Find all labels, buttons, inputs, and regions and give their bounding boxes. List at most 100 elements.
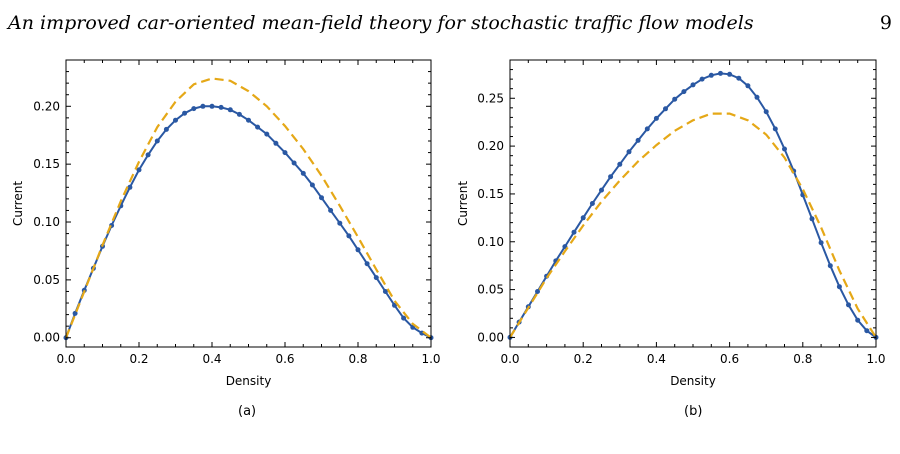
x-axis-label-a: Density xyxy=(226,374,272,388)
simulation-point-b xyxy=(617,161,623,167)
simulation-point-b xyxy=(782,146,787,152)
simulation-point-a xyxy=(373,275,379,281)
y-tick-label-a: 0.00 xyxy=(33,331,60,345)
y-tick-label-b: 0.20 xyxy=(477,139,504,153)
simulation-curve-b xyxy=(509,72,877,339)
simulation-point-a xyxy=(227,107,233,113)
x-tick-label-a: 1.0 xyxy=(421,352,440,366)
simulation-point-a xyxy=(346,233,352,239)
simulation-point-b xyxy=(727,71,733,77)
x-tick-label-a: 0.0 xyxy=(56,352,75,366)
subfigure-caption-b: (b) xyxy=(684,404,703,419)
x-tick-label-a: 0.2 xyxy=(129,352,148,366)
simulation-point-b xyxy=(535,289,540,294)
simulation-point-a xyxy=(382,289,388,294)
simulation-point-b xyxy=(745,83,751,89)
simulation-point-b xyxy=(809,216,815,222)
simulation-point-b xyxy=(846,302,851,308)
simulation-point-a xyxy=(309,182,315,188)
simulation-point-b xyxy=(599,187,604,193)
simulation-point-b xyxy=(644,126,650,132)
y-axis-label-a: Current xyxy=(11,181,25,226)
simulation-point-a xyxy=(291,160,297,166)
y-tick-label-b: 0.15 xyxy=(477,187,504,201)
simulation-point-b xyxy=(855,317,861,323)
x-tick-label-b: 0.8 xyxy=(793,352,812,366)
simulation-point-a xyxy=(136,167,142,173)
simulation-point-b xyxy=(690,82,696,88)
simulation-point-b xyxy=(818,240,824,246)
y-tick-label-b: 0.00 xyxy=(477,330,504,344)
simulation-point-b xyxy=(736,75,742,81)
simulation-point-a xyxy=(337,220,343,226)
x-tick-label-b: 1.0 xyxy=(866,352,885,366)
x-tick-label-a: 0.6 xyxy=(275,352,294,366)
y-tick-label-a: 0.15 xyxy=(33,157,60,171)
simulation-point-a xyxy=(173,117,178,123)
running-title: An improved car-oriented mean-field theo… xyxy=(8,12,754,34)
simulation-point-b xyxy=(589,201,595,206)
simulation-point-a xyxy=(273,140,279,146)
simulation-point-b xyxy=(772,126,778,132)
simulation-point-a xyxy=(163,126,169,132)
chart-b: 0.0 0.2 0.4 0.6 0.8 1.0 0.00 0.05 0.10 0.15 0.20 0.… xyxy=(456,59,886,388)
simulation-point-a xyxy=(255,124,261,130)
simulation-point-b xyxy=(580,215,586,221)
simulation-point-b xyxy=(608,174,614,180)
simulation-point-a xyxy=(236,111,242,117)
x-tick-label-b: 0.4 xyxy=(647,352,666,366)
x-axis-label-b: Density xyxy=(670,374,716,388)
x-tick-label-a: 0.4 xyxy=(202,352,221,366)
simulation-point-b xyxy=(699,76,705,82)
x-tick-label-b: 0.6 xyxy=(720,352,739,366)
simulation-point-a xyxy=(200,103,206,109)
simulation-point-a xyxy=(328,207,334,213)
simulation-point-a xyxy=(191,106,197,112)
simulation-point-b xyxy=(836,284,842,290)
simulation-point-b xyxy=(626,149,632,155)
x-tick-label-b: 0.0 xyxy=(500,352,519,366)
page-number: 9 xyxy=(879,12,892,34)
simulation-point-a xyxy=(282,150,288,156)
simulation-point-a xyxy=(364,261,370,267)
chart-a: 0.0 0.2 0.4 0.6 0.8 1.0 0.00 0.05 0.10 0.15 0.20 De… xyxy=(11,59,441,388)
y-tick-label-a: 0.20 xyxy=(33,99,60,113)
y-tick-label-b: 0.05 xyxy=(477,283,504,297)
simulation-point-a xyxy=(300,170,306,176)
simulation-point-b xyxy=(763,109,769,115)
simulation-point-a xyxy=(218,104,224,110)
simulation-point-b xyxy=(718,70,723,76)
simulation-point-a xyxy=(264,131,270,137)
theory-curve-a xyxy=(64,77,432,339)
simulation-point-a xyxy=(209,103,215,109)
simulation-point-b xyxy=(681,89,687,95)
simulation-point-a xyxy=(355,247,361,253)
simulation-point-b xyxy=(663,106,668,112)
simulation-point-a xyxy=(182,110,188,116)
simulation-point-b xyxy=(672,96,678,102)
y-tick-label-a: 0.05 xyxy=(33,273,60,287)
theory-curve-b xyxy=(509,112,877,338)
simulation-point-b xyxy=(754,94,760,100)
simulation-point-a xyxy=(127,184,133,190)
simulation-point-a xyxy=(154,138,160,144)
x-tick-label-b: 0.2 xyxy=(574,352,593,366)
running-head: An improved car-oriented mean-field theo… xyxy=(8,12,892,42)
simulation-point-a xyxy=(401,315,407,321)
y-tick-label-b: 0.25 xyxy=(477,91,504,105)
y-tick-label-b: 0.10 xyxy=(477,235,504,249)
axes-frame-b xyxy=(509,59,877,348)
simulation-point-b xyxy=(864,328,870,334)
simulation-point-b xyxy=(571,229,577,235)
x-tick-label-a: 0.8 xyxy=(348,352,367,366)
subfigure-caption-a: (a) xyxy=(238,404,257,419)
simulation-point-b xyxy=(708,72,714,78)
simulation-point-b xyxy=(653,115,659,121)
simulation-point-b xyxy=(635,137,641,143)
simulation-point-a xyxy=(72,310,78,316)
simulation-point-a xyxy=(319,195,324,201)
simulation-point-b xyxy=(827,263,833,269)
simulation-point-a xyxy=(145,152,151,158)
simulation-point-a xyxy=(246,117,251,123)
y-tick-label-a: 0.10 xyxy=(33,215,60,229)
